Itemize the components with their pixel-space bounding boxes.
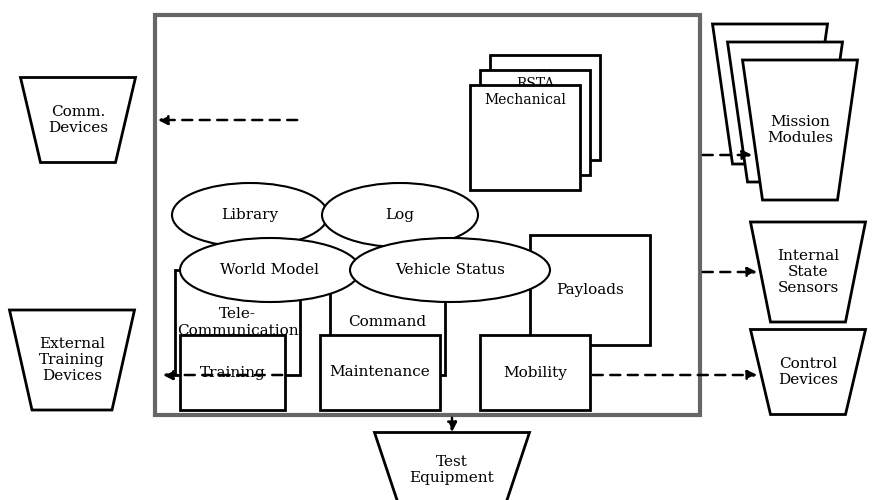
Text: Maintenance: Maintenance xyxy=(330,366,430,380)
Text: Control
Devices: Control Devices xyxy=(778,357,838,387)
Text: World Model: World Model xyxy=(220,263,319,277)
Text: Training: Training xyxy=(200,366,266,380)
Bar xyxy=(180,335,285,410)
Polygon shape xyxy=(742,60,857,200)
Text: Test
Equipment: Test Equipment xyxy=(409,455,494,485)
Ellipse shape xyxy=(172,183,328,247)
Polygon shape xyxy=(375,432,530,500)
Polygon shape xyxy=(10,310,135,410)
Text: Mission
Modules: Mission Modules xyxy=(767,115,833,145)
Bar xyxy=(480,70,590,175)
Polygon shape xyxy=(728,42,843,182)
Text: Command: Command xyxy=(349,316,426,330)
Text: Mechanical: Mechanical xyxy=(484,93,566,107)
Text: Vehicle Status: Vehicle Status xyxy=(395,263,505,277)
Text: External
Training
Devices: External Training Devices xyxy=(39,337,105,383)
Bar xyxy=(330,270,445,375)
Polygon shape xyxy=(713,24,828,164)
Text: Internal
State
Sensors: Internal State Sensors xyxy=(777,249,839,295)
Polygon shape xyxy=(21,78,136,162)
Ellipse shape xyxy=(322,183,478,247)
Bar xyxy=(490,55,600,160)
Text: Comm.
Devices: Comm. Devices xyxy=(48,105,108,135)
Bar xyxy=(480,335,590,410)
Ellipse shape xyxy=(180,238,360,302)
Polygon shape xyxy=(750,330,865,414)
Text: Tele-
Communication: Tele- Communication xyxy=(177,308,298,338)
Polygon shape xyxy=(750,222,865,322)
Bar xyxy=(155,15,700,415)
Text: Log: Log xyxy=(385,208,415,222)
Text: Mobility: Mobility xyxy=(503,366,567,380)
Text: RSTA: RSTA xyxy=(516,77,554,91)
Bar xyxy=(530,235,650,345)
Text: Library: Library xyxy=(221,208,278,222)
Bar xyxy=(470,85,580,190)
Bar xyxy=(175,270,300,375)
Ellipse shape xyxy=(350,238,550,302)
Text: ...: ... xyxy=(539,60,551,74)
Bar xyxy=(320,335,440,410)
Text: Payloads: Payloads xyxy=(556,283,624,297)
